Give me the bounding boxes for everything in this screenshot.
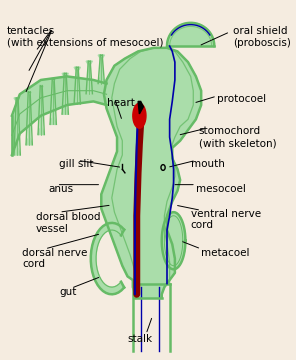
Polygon shape [50, 80, 56, 124]
Polygon shape [74, 67, 81, 104]
Text: dorsal nerve
cord: dorsal nerve cord [22, 248, 88, 270]
Polygon shape [62, 73, 68, 114]
Polygon shape [26, 92, 32, 145]
Polygon shape [86, 61, 92, 94]
Text: protocoel: protocoel [217, 94, 266, 104]
Polygon shape [91, 223, 124, 294]
Text: mouth: mouth [191, 158, 225, 168]
Text: stalk: stalk [128, 334, 153, 343]
Text: gill slit: gill slit [59, 158, 94, 168]
Text: oral shield
(proboscis): oral shield (proboscis) [233, 26, 291, 48]
Polygon shape [38, 86, 44, 135]
Text: tentacles
(with extensions of mesocoel): tentacles (with extensions of mesocoel) [7, 26, 163, 48]
Polygon shape [14, 98, 20, 155]
Text: metacoel: metacoel [201, 248, 250, 258]
Text: gut: gut [59, 287, 77, 297]
Polygon shape [162, 212, 185, 269]
Polygon shape [138, 102, 143, 114]
Text: ventral nerve
cord: ventral nerve cord [191, 208, 261, 230]
Text: anus: anus [49, 184, 74, 194]
Text: mesocoel: mesocoel [196, 184, 246, 194]
Text: dorsal blood
vessel: dorsal blood vessel [36, 212, 100, 234]
Polygon shape [98, 55, 104, 84]
Text: stomochord
(with skeleton): stomochord (with skeleton) [199, 126, 276, 148]
Polygon shape [167, 23, 214, 46]
Polygon shape [101, 48, 201, 298]
Text: heart: heart [107, 98, 134, 108]
Polygon shape [133, 103, 146, 128]
Polygon shape [12, 76, 107, 155]
